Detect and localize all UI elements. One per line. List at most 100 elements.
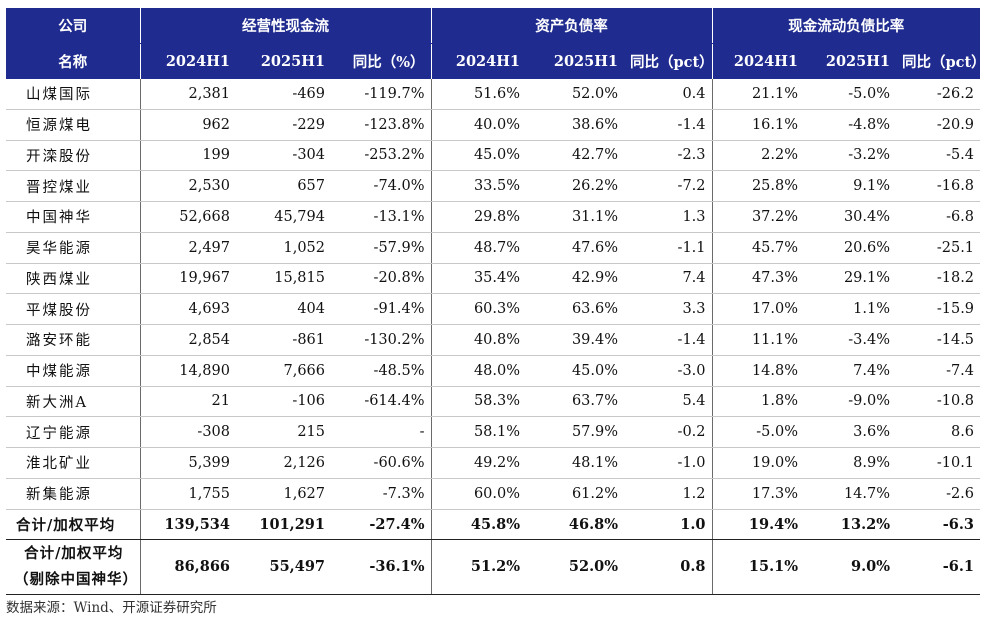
col-header-cf-2024h1: 2024H1 [140,43,236,79]
value-cell: -18.2 [896,263,981,295]
value-cell: 1,052 [236,232,331,264]
value-cell: -861 [236,324,331,356]
value-cell: -20.8% [331,263,432,295]
value-cell: -123.8% [331,109,432,141]
col-header-dr-2024h1: 2024H1 [431,43,527,79]
total-ex-value: 52.0% [526,539,625,595]
value-cell: 45.7% [712,232,805,264]
col-header-clr-2024h1: 2024H1 [712,43,805,79]
company-name: 淮北矿业 [6,447,141,479]
company-name: 恒源煤电 [6,109,141,141]
value-cell: -229 [236,109,331,141]
value-cell: 25.8% [712,170,805,202]
value-cell: -5.4 [896,140,981,172]
col-header-cf-2025h1: 2025H1 [236,43,331,79]
value-cell: -14.5 [896,324,981,356]
table-row: 陕西煤业 19,967 15,815 -20.8% 35.4% 42.9% 7.4 47.3%… [6,263,981,295]
company-name: 潞安环能 [6,324,141,356]
total-ex-value: 55,497 [236,539,331,595]
data-table: 公司 经营性现金流 资产负债率 现金流动负债比率 名称 2024H1 2025H… [6,8,981,595]
value-cell: 7,666 [236,355,331,387]
value-cell: 52,668 [140,201,236,233]
value-cell: -91.4% [331,293,432,325]
total-ex-value: 0.8 [624,539,713,595]
group-header-debt-ratio: 资产负债率 [431,8,713,44]
value-cell: 1.1% [804,293,897,325]
value-cell: -10.1 [896,447,981,479]
value-cell: -2.6 [896,478,981,510]
value-cell: -25.1 [896,232,981,264]
value-cell: 1.8% [712,386,805,418]
value-cell: 17.0% [712,293,805,325]
total-value: -27.4% [331,508,432,540]
value-cell: 0.4 [624,79,713,110]
company-name: 平煤股份 [6,293,141,325]
total-ex-value: 86,866 [140,539,236,595]
value-cell: 4,693 [140,293,236,325]
value-cell: -7.2 [624,170,713,202]
value-cell: -26.2 [896,79,981,110]
value-cell: 38.6% [526,109,625,141]
table-row: 新大洲A 21 -106 -614.4% 58.3% 63.7% 5.4 1.8% -9.0% -… [6,386,981,418]
value-cell: 1,627 [236,478,331,510]
value-cell: -5.0% [804,79,897,110]
value-cell: 2,126 [236,447,331,479]
value-cell: 19.0% [712,447,805,479]
value-cell: 40.8% [431,324,527,356]
value-cell: 962 [140,109,236,141]
value-cell: -10.8 [896,386,981,418]
col-header-clr-yoy: 同比（pct） [896,43,981,79]
value-cell: 58.1% [431,416,527,448]
value-cell: 14,890 [140,355,236,387]
value-cell: -0.2 [624,416,713,448]
value-cell: -308 [140,416,236,448]
value-cell: 2,381 [140,79,236,110]
company-name: 新大洲A [6,386,141,418]
value-cell: 60.0% [431,478,527,510]
source-note: 数据来源：Wind、开源证券研究所 [6,600,217,616]
value-cell: -614.4% [331,386,432,418]
total-ex-label: 合计/加权平均 （剔除中国神华） [6,539,141,595]
value-cell: -9.0% [804,386,897,418]
group-header-cashflow: 经营性现金流 [140,8,432,44]
value-cell: -16.8 [896,170,981,202]
value-cell: -74.0% [331,170,432,202]
col-header-dr-2025h1: 2025H1 [526,43,625,79]
value-cell: 31.1% [526,201,625,233]
total-value: 139,534 [140,508,236,540]
col-header-dr-yoy: 同比（pct） [624,43,713,79]
total-ex-value: -6.1 [896,539,981,595]
value-cell: 15,815 [236,263,331,295]
value-cell: 48.7% [431,232,527,264]
value-cell: 657 [236,170,331,202]
table-row: 平煤股份 4,693 404 -91.4% 60.3% 63.6% 3.3 17.0% 1.1%… [6,293,981,325]
value-cell: 199 [140,140,236,172]
value-cell: -106 [236,386,331,418]
value-cell: -60.6% [331,447,432,479]
col-header-clr-2025h1: 2025H1 [804,43,897,79]
value-cell: 7.4 [624,263,713,295]
total-value: 46.8% [526,508,625,540]
value-cell: 52.0% [526,79,625,110]
company-name: 中国神华 [6,201,141,233]
value-cell: -57.9% [331,232,432,264]
value-cell: 42.9% [526,263,625,295]
value-cell: 40.0% [431,109,527,141]
value-cell: 57.9% [526,416,625,448]
table-row: 昊华能源 2,497 1,052 -57.9% 48.7% 47.6% -1.1 45.7% 2… [6,232,981,264]
value-cell: 3.6% [804,416,897,448]
value-cell: 1.3 [624,201,713,233]
value-cell: -119.7% [331,79,432,110]
value-cell: 14.7% [804,478,897,510]
company-name: 山煤国际 [6,79,141,110]
value-cell: 45.0% [431,140,527,172]
value-cell: -130.2% [331,324,432,356]
table-row: 中国神华 52,668 45,794 -13.1% 29.8% 31.1% 1.3 37.2%… [6,201,981,233]
value-cell: 42.7% [526,140,625,172]
value-cell: 37.2% [712,201,805,233]
value-cell: 2.2% [712,140,805,172]
total-ex-value: 15.1% [712,539,805,595]
col-header-company-line1: 公司 [6,8,141,44]
company-name: 晋控煤业 [6,170,141,202]
value-cell: 17.3% [712,478,805,510]
